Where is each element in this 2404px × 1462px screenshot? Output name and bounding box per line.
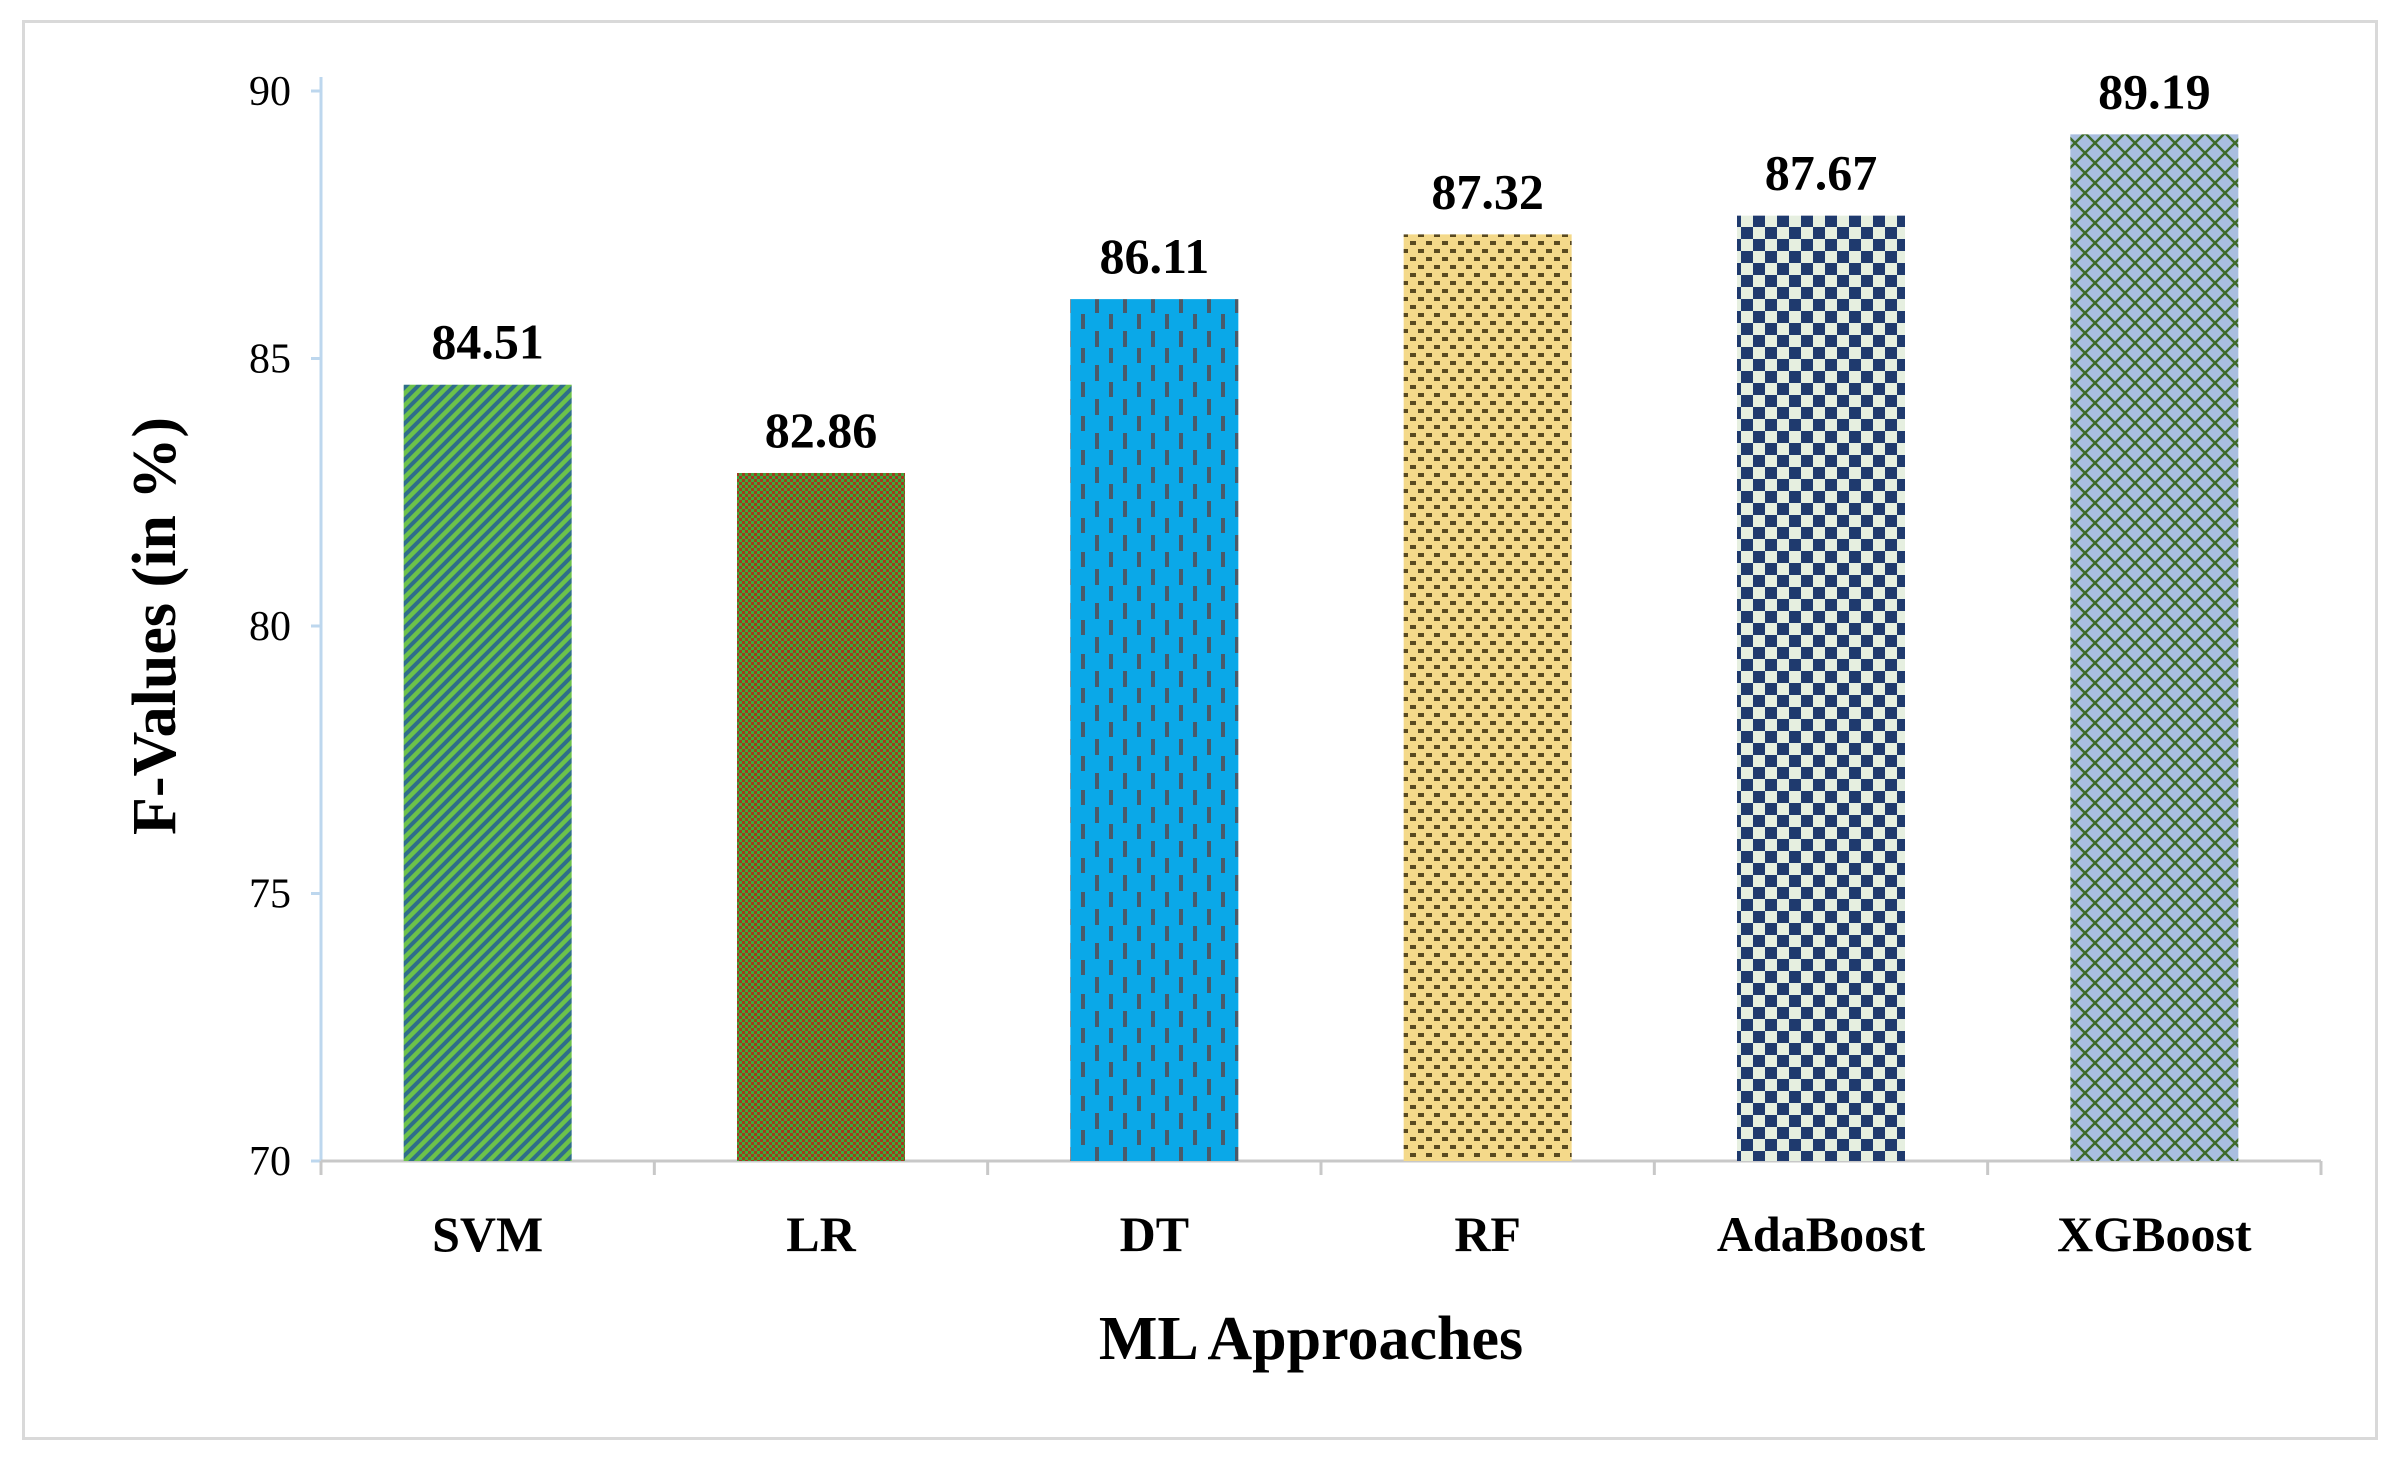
chart-frame: 70 75 80 85 90 84.51 SVM 82.86 LR 86.11 DT 87.32 RF 8… <box>22 20 2378 1440</box>
x-tick-label-svm: SVM <box>432 1206 543 1262</box>
data-label-dt: 86.11 <box>1099 228 1209 284</box>
y-axis-title: F-Values (in %) <box>121 417 189 835</box>
data-label-xgboost: 89.19 <box>2098 63 2211 119</box>
data-label-lr: 82.86 <box>765 402 878 458</box>
x-tick-label-rf: RF <box>1454 1206 1521 1262</box>
data-label-svm: 84.51 <box>431 314 544 370</box>
y-tick-label: 70 <box>249 1139 291 1185</box>
y-tick-label: 80 <box>249 604 291 650</box>
bar-xgboost <box>2070 134 2239 1162</box>
bar-rf <box>1403 234 1572 1161</box>
x-tick-label-xgboost: XGBoost <box>2057 1206 2252 1262</box>
y-tick-label: 85 <box>249 337 291 383</box>
y-tick-label: 75 <box>249 872 291 918</box>
bar-adaboost <box>1737 215 1905 1161</box>
x-tick-label-adaboost: AdaBoost <box>1717 1206 1926 1262</box>
bar-svm <box>403 384 572 1162</box>
y-tick-label: 90 <box>249 69 291 115</box>
data-label-rf: 87.32 <box>1431 163 1544 219</box>
data-label-adaboost: 87.67 <box>1765 145 1878 201</box>
x-tick-label-dt: DT <box>1120 1206 1189 1262</box>
x-tick-label-lr: LR <box>786 1206 856 1262</box>
bar-lr <box>737 472 905 1161</box>
bar-chart: 70 75 80 85 90 84.51 SVM 82.86 LR 86.11 DT 87.32 RF 8… <box>121 63 2323 1373</box>
bar-dt <box>1070 299 1239 1161</box>
x-axis-title: ML Approaches <box>1099 1305 1523 1373</box>
